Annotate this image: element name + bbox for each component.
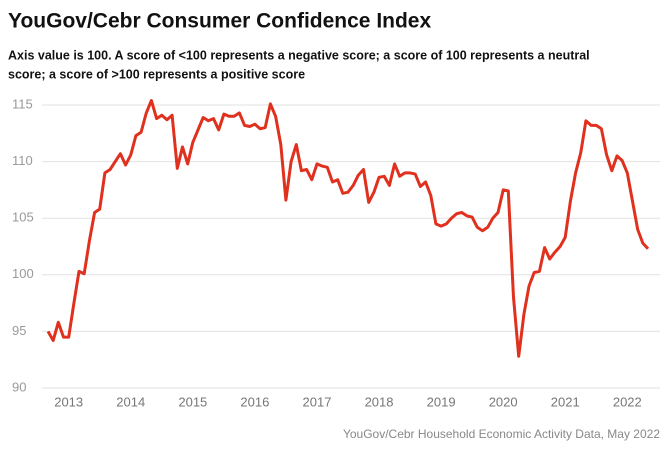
y-tick-label: 95 — [12, 323, 26, 338]
x-tick-label: 2022 — [613, 394, 642, 409]
y-tick-label: 105 — [12, 210, 34, 225]
x-tick-label: 2019 — [427, 394, 456, 409]
y-tick-label: 110 — [12, 153, 33, 168]
x-tick-label: 2018 — [365, 394, 394, 409]
data-line — [46, 99, 650, 358]
x-tick-label: 2020 — [489, 394, 518, 409]
chart-title: YouGov/Cebr Consumer Confidence Index — [8, 10, 431, 33]
x-tick-label: 2016 — [240, 394, 269, 409]
x-tick-label: 2017 — [303, 394, 332, 409]
y-tick-label: 100 — [12, 266, 34, 281]
chart-subtitle: Axis value is 100. A score of <100 repre… — [8, 48, 590, 62]
source: YouGov/Cebr Household Economic Activity … — [343, 427, 660, 441]
x-tick-label: 2014 — [116, 394, 145, 409]
x-tick-label: 2015 — [178, 394, 207, 409]
x-tick-label: 2013 — [54, 394, 83, 409]
x-tick-label: 2021 — [551, 394, 580, 409]
y-tick-label: 90 — [12, 379, 26, 394]
y-tick-label: 115 — [12, 96, 33, 111]
chart-subtitle: score; a score of >100 represents a posi… — [8, 67, 305, 81]
